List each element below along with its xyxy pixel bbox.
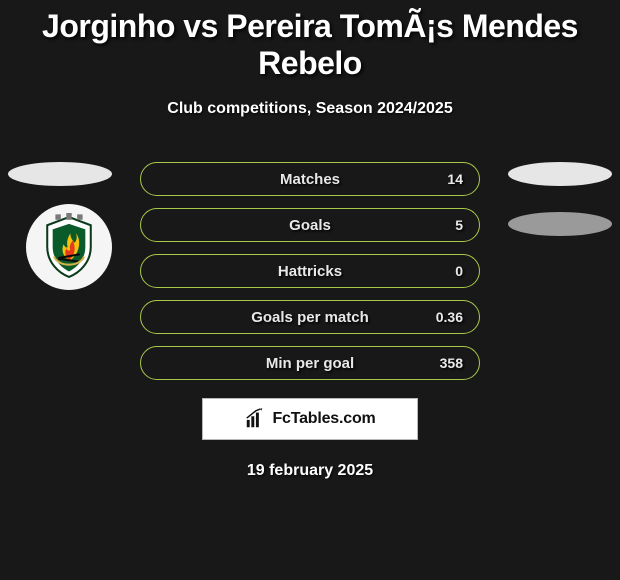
brand-text: FcTables.com [272, 410, 375, 428]
player-left-placeholder [8, 162, 112, 186]
stat-label: Hattricks [278, 263, 342, 280]
stat-label: Matches [280, 171, 340, 188]
crest-icon [35, 213, 103, 281]
brand-badge[interactable]: FcTables.com [202, 398, 418, 440]
stat-label: Goals per match [251, 309, 369, 326]
stat-value: 358 [440, 355, 463, 371]
stat-value: 5 [455, 217, 463, 233]
date-text: 19 february 2025 [0, 462, 620, 480]
stat-value: 0 [455, 263, 463, 279]
player-right-secondary-placeholder [508, 212, 612, 236]
stat-label: Goals [289, 217, 331, 234]
bar-chart-icon [244, 408, 266, 430]
stat-row-goals-per-match: Goals per match 0.36 [140, 300, 480, 334]
player-right-placeholder [508, 162, 612, 186]
stat-value: 0.36 [436, 309, 463, 325]
subtitle: Club competitions, Season 2024/2025 [0, 100, 620, 118]
stat-value: 14 [447, 171, 463, 187]
stats-area: Matches 14 Goals 5 Hattricks 0 Goals per… [0, 162, 620, 480]
club-crest [26, 204, 112, 290]
stat-row-matches: Matches 14 [140, 162, 480, 196]
stat-label: Min per goal [266, 355, 354, 372]
comparison-card: Jorginho vs Pereira TomÃ¡s Mendes Rebelo… [0, 0, 620, 480]
stat-row-goals: Goals 5 [140, 208, 480, 242]
page-title: Jorginho vs Pereira TomÃ¡s Mendes Rebelo [0, 8, 620, 82]
stat-row-hattricks: Hattricks 0 [140, 254, 480, 288]
stat-row-min-per-goal: Min per goal 358 [140, 346, 480, 380]
